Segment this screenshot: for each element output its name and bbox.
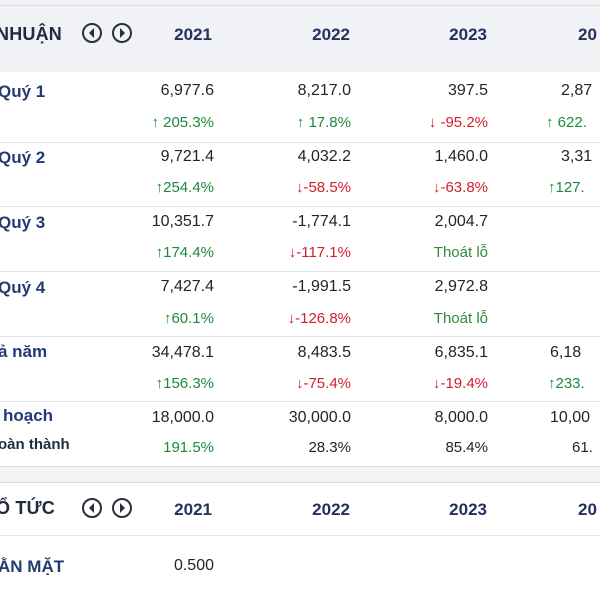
row-label-cash: ẰN MẶT (0, 557, 65, 576)
value-cell: 2,972.8 (434, 278, 488, 295)
change-cell: ↓-117.1% (288, 244, 351, 261)
value-cell: 3,31 (561, 148, 593, 165)
value-cell: 8,000.0 (434, 409, 488, 426)
row-label-q3: Quý 3 (0, 213, 46, 232)
arrow-up-icon: ↑ (151, 114, 159, 131)
change-cell: ↑60.1% (163, 310, 214, 327)
row-divider (0, 142, 600, 143)
value-cell: 8,217.0 (297, 82, 351, 99)
change-cell: ↓-63.8% (432, 179, 488, 196)
value-cell: 4,032.2 (297, 148, 351, 165)
chevron-right-icon (120, 28, 125, 38)
arrow-up-icon: ↑ (155, 244, 164, 261)
dividend-section: Ổ TỨC 2021 2022 2023 20 ẰN MẶT 0.500 (0, 482, 600, 601)
arrow-up-icon: ↑ (155, 375, 164, 392)
next-year-button[interactable] (112, 23, 132, 43)
row-divider (0, 401, 600, 402)
change-cell: ↑233. (548, 375, 585, 392)
value-cell: 0.500 (173, 557, 214, 574)
arrow-down-icon: ↓ (428, 114, 437, 131)
arrow-down-icon: ↓ (295, 375, 304, 392)
value-cell: -1,991.5 (292, 278, 351, 295)
value-cell: 10,351.7 (151, 213, 214, 230)
year-2021: 2021 (174, 25, 212, 44)
arrow-down-icon: ↓ (287, 310, 296, 327)
value-cell: 397.5 (447, 82, 488, 99)
completion-cell: 85.4% (445, 439, 488, 456)
arrow-up-icon: ↑ (163, 310, 172, 327)
arrow-up-icon: ↑ (155, 179, 164, 196)
arrow-down-icon: ↓ (295, 179, 304, 196)
status-text: Thoát lỗ (433, 244, 488, 261)
row-label-q4: Quý 4 (0, 278, 46, 297)
change-cell: ↑156.3% (155, 375, 214, 392)
completion-cell: 28.3% (308, 439, 351, 456)
value-cell: 30,000.0 (288, 409, 351, 426)
value-cell: 7,427.4 (160, 278, 214, 295)
change-cell: ↑174.4% (155, 244, 214, 261)
value-cell: 1,460.0 (434, 148, 488, 165)
completion-cell: 191.5% (163, 439, 214, 456)
change-cell: ↓-75.4% (295, 375, 351, 392)
year-2024: 20 (578, 500, 597, 519)
value-cell: 34,478.1 (151, 344, 214, 361)
completion-cell: 61. (572, 439, 593, 456)
chevron-left-icon (89, 503, 94, 513)
row-divider (0, 206, 600, 207)
change-cell: ↑ 17.8% (296, 114, 351, 131)
year-2022: 2022 (312, 500, 350, 519)
dividend-header: Ổ TỨC 2021 2022 2023 20 (0, 483, 600, 535)
value-cell: 8,483.5 (297, 344, 351, 361)
arrow-down-icon: ↓ (432, 375, 441, 392)
row-divider (0, 271, 600, 272)
arrow-up-icon: ↑ (546, 114, 554, 131)
year-2024: 20 (578, 25, 597, 44)
row-label-plan: hoạch (3, 406, 54, 425)
profit-title: NHUẬN (0, 24, 62, 44)
change-cell: ↓-58.5% (295, 179, 351, 196)
change-cell: ↓-19.4% (432, 375, 488, 392)
value-cell: 2,004.7 (434, 213, 488, 230)
chevron-left-icon (89, 28, 94, 38)
dividend-title: Ổ TỨC (0, 498, 55, 518)
value-cell: 18,000.0 (151, 409, 214, 426)
next-year-button[interactable] (112, 498, 132, 518)
year-2023: 2023 (449, 500, 487, 519)
change-cell: ↓ -95.2% (428, 114, 488, 131)
row-label-q1: Quý 1 (0, 82, 46, 101)
year-2022: 2022 (312, 25, 350, 44)
row-label-q2: Quý 2 (0, 148, 46, 167)
row-divider (0, 336, 600, 337)
change-cell: ↑254.4% (155, 179, 214, 196)
year-2021: 2021 (174, 500, 212, 519)
row-label-full-year: ả năm (0, 342, 48, 361)
value-cell: 6,18 (550, 344, 582, 361)
prev-year-button[interactable] (82, 23, 102, 43)
value-cell: 6,977.6 (160, 82, 214, 99)
arrow-up-icon: ↑ (296, 114, 305, 131)
arrow-up-icon: ↑ (548, 179, 556, 196)
value-cell: 2,87 (561, 82, 593, 99)
change-cell: ↓-126.8% (287, 310, 351, 327)
profit-header: NHUẬN 2021 2022 2023 20 (0, 6, 600, 72)
change-cell: ↑ 205.3% (151, 114, 214, 131)
change-cell: ↑ 622. (546, 114, 587, 131)
value-cell: -1,774.1 (292, 213, 351, 230)
profit-section: NHUẬN 2021 2022 2023 20 Quý 1 6,977.6 8,… (0, 5, 600, 467)
arrow-down-icon: ↓ (432, 179, 441, 196)
arrow-down-icon: ↓ (288, 244, 297, 261)
prev-year-button[interactable] (82, 498, 102, 518)
row-divider (0, 535, 600, 536)
value-cell: 10,00 (550, 409, 591, 426)
chevron-right-icon (120, 503, 125, 513)
status-text: Thoát lỗ (433, 310, 488, 327)
row-label-completion: oàn thành (0, 436, 70, 453)
value-cell: 9,721.4 (160, 148, 214, 165)
year-2023: 2023 (449, 25, 487, 44)
arrow-up-icon: ↑ (548, 375, 556, 392)
change-cell: ↑127. (548, 179, 585, 196)
value-cell: 6,835.1 (434, 344, 488, 361)
